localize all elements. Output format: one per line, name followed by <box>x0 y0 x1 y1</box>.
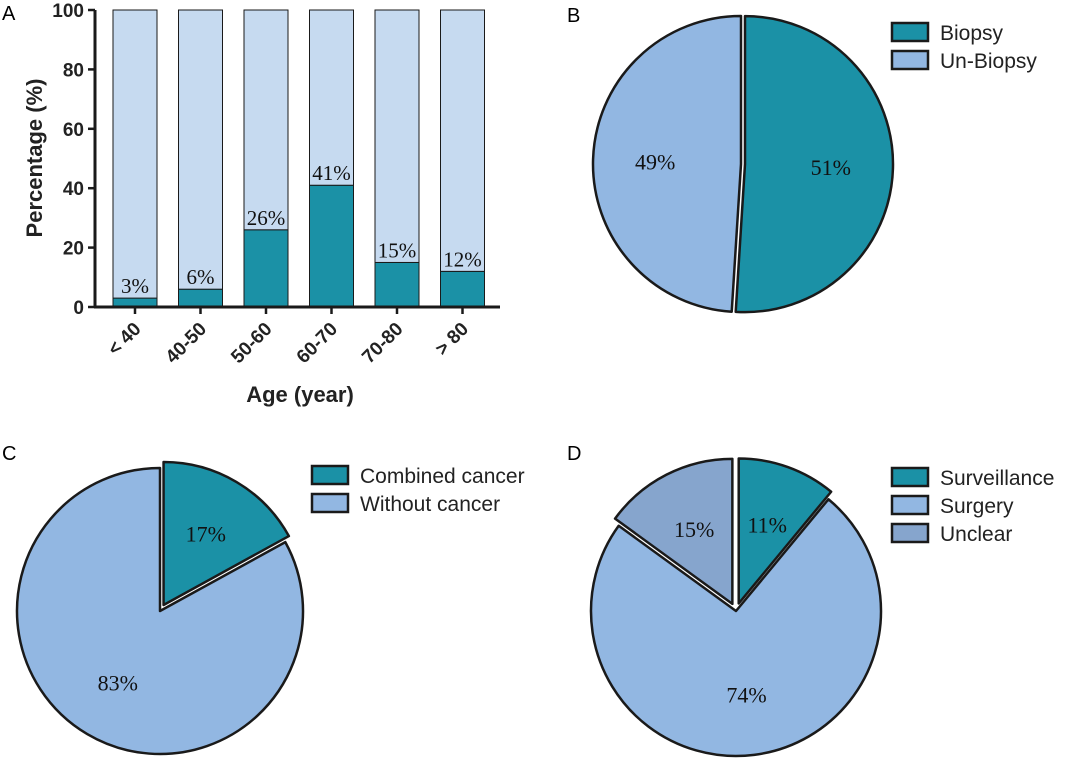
bar-biopsy <box>440 270 485 308</box>
bar-remainder <box>374 9 420 263</box>
legend-swatch <box>890 522 930 544</box>
y-axis-title: Percentage (%) <box>22 79 47 238</box>
pie-slice-without-cancer <box>15 466 305 756</box>
bar-data-label: 26% <box>247 206 286 230</box>
panel-letter-b: B <box>567 5 580 27</box>
bar-group <box>112 9 485 308</box>
legend-label: Without cancer <box>360 493 500 516</box>
y-tick-label: 80 <box>63 60 84 81</box>
legend-swatch <box>890 466 930 488</box>
x-tick-label: 50-60 <box>227 319 276 368</box>
y-ticks: 0 20 40 60 80 100 <box>52 1 95 319</box>
pie-slice-surveillance <box>737 457 833 605</box>
legend-swatch <box>310 464 350 486</box>
x-tick-label: 60-70 <box>293 319 342 368</box>
pie-slice-label: 51% <box>811 155 851 180</box>
bar-biopsy <box>243 229 289 308</box>
bar-remainder <box>440 9 485 272</box>
x-tick-label: 40-50 <box>162 319 211 368</box>
bar-remainder <box>112 9 158 299</box>
x-tick-label: < 40 <box>104 319 145 360</box>
panel-a-bar-chart: 0 20 40 60 80 100 < 40 40-50 50-60 60-70 70-80 > 8… <box>22 1 500 407</box>
bar-data-label: 3% <box>121 274 149 298</box>
bar-remainder <box>178 9 223 290</box>
legend-label: Biopsy <box>940 22 1004 45</box>
y-tick-label: 60 <box>63 120 84 141</box>
y-tick-label: 20 <box>63 239 84 260</box>
bar-data-label: 6% <box>187 265 215 289</box>
bar-remainder <box>243 9 289 231</box>
pie-slice-label: 17% <box>186 522 226 547</box>
y-tick-label: 100 <box>52 1 84 22</box>
pie-slice-label: 83% <box>98 670 138 695</box>
bar-biopsy <box>374 261 420 308</box>
panel-c-pie-chart: 17% 83% <box>15 460 305 756</box>
pie-slice-combined-cancer <box>162 460 291 607</box>
legend-swatch <box>890 494 930 516</box>
legend-label: Combined cancer <box>360 465 525 488</box>
panel-b-legend: Biopsy Un-Biopsy <box>890 21 1037 73</box>
panel-b-pie-chart: 51% 49% <box>591 14 895 314</box>
pie-slice-label: 74% <box>726 682 766 707</box>
x-tick-label: > 80 <box>432 319 473 360</box>
axes <box>93 10 500 309</box>
legend-label: Unclear <box>940 523 1012 546</box>
panel-letter-d: D <box>567 443 581 465</box>
panel-d-pie-chart: 11% 74% 15% <box>589 457 883 758</box>
panel-d-legend: Surveillance Surgery Unclear <box>890 466 1054 546</box>
bar-biopsy <box>178 288 223 308</box>
x-axis-title: Age (year) <box>246 382 354 407</box>
pie-slice-surgery <box>589 498 883 758</box>
legend-swatch <box>890 49 930 71</box>
legend-swatch <box>890 21 930 43</box>
pie-slice-label: 15% <box>674 517 714 542</box>
bar-data-label: 12% <box>443 247 482 271</box>
panel-c-legend: Combined cancer Without cancer <box>310 464 525 516</box>
pie-slice-label: 49% <box>635 149 675 174</box>
x-ticks: < 40 40-50 50-60 60-70 70-80 > 80 <box>104 307 473 368</box>
data-labels: 3% 6% 26% 41% 15% 12% <box>121 161 482 298</box>
pie-slice-label: 11% <box>747 512 787 537</box>
y-tick-label: 0 <box>73 298 84 319</box>
panel-letter-a: A <box>2 3 16 25</box>
pie-slice-biopsy <box>734 14 895 314</box>
legend-label: Un-Biopsy <box>940 50 1037 73</box>
bar-biopsy <box>309 184 354 308</box>
x-tick-label: 70-80 <box>358 319 407 368</box>
legend-label: Surveillance <box>940 467 1054 490</box>
y-tick-label: 40 <box>63 179 84 200</box>
legend-label: Surgery <box>940 495 1014 518</box>
legend-swatch <box>310 492 350 514</box>
pie-slice-unclear <box>613 457 734 606</box>
bar-data-label: 41% <box>312 161 351 185</box>
bar-data-label: 15% <box>378 238 417 262</box>
bar-remainder <box>309 9 354 186</box>
pie-slice-un-biopsy <box>591 14 743 313</box>
panel-letter-c: C <box>2 443 16 465</box>
